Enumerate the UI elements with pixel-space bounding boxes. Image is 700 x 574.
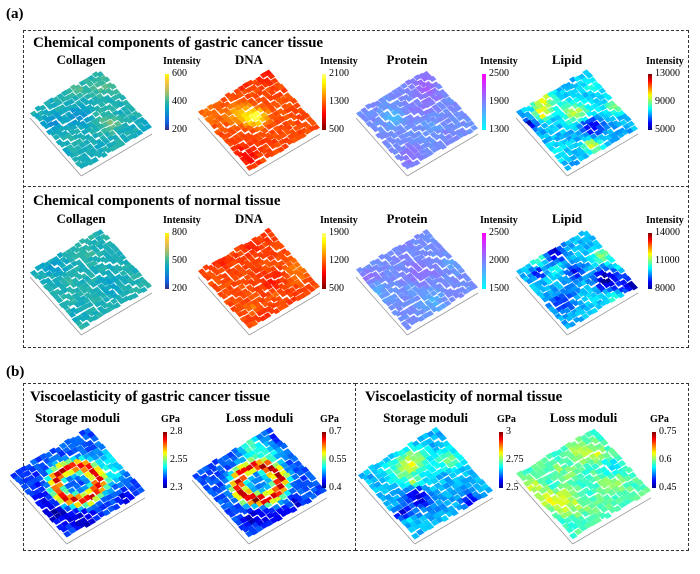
a-row1-map2-unit: Intensity — [480, 215, 518, 226]
a-row0-map2-tick-1: 1900 — [489, 96, 509, 107]
a-row1-map3-unit: Intensity — [646, 215, 684, 226]
a-row1-map3-tick-2: 8000 — [655, 283, 675, 294]
a-row1-map3-tick-1: 11000 — [655, 255, 680, 266]
b-group1-map0-tick-1: 2.75 — [506, 454, 524, 465]
b-group1-map0-tick-0: 3 — [506, 426, 511, 437]
a-row0-map0-tick-1: 400 — [172, 96, 187, 107]
a-row0-map0-surface — [29, 71, 153, 177]
a-row1-map0-tick-1: 500 — [172, 255, 187, 266]
a-row0-map3-colorbar — [648, 74, 652, 130]
cancer-chemical-title: Chemical components of gastric cancer ti… — [33, 35, 324, 51]
panel-a-label: (a) — [6, 6, 24, 22]
a-row0-map0-colorbar — [165, 74, 169, 130]
b-group0-map0-tick-1: 2.55 — [170, 454, 188, 465]
a-row0-map3-label: Lipid — [551, 52, 583, 67]
a-row1-map0-colorbar — [165, 233, 169, 289]
b-group1-map1-tick-1: 0.6 — [659, 454, 672, 465]
a-row1-map3-surface — [515, 230, 639, 336]
b-group0-map1-surface — [191, 427, 328, 545]
a-row0-map1-tick-0: 2100 — [329, 68, 349, 79]
b-group0-map0-colorbar — [163, 432, 167, 488]
a-row0-map3-unit: Intensity — [646, 56, 684, 67]
a-row0-map2-unit: Intensity — [480, 56, 518, 67]
a-row1-map1-unit: Intensity — [320, 215, 358, 226]
b-group1-map1-unit: GPa — [650, 414, 669, 425]
a-row1-map3-label: Lipid — [551, 211, 583, 226]
panel-a-divider — [23, 186, 689, 187]
a-row1-map1-label: DNA — [234, 211, 264, 226]
a-row1-map1-tick-2: 500 — [329, 283, 344, 294]
a-row1-map0-unit: Intensity — [163, 215, 201, 226]
a-row0-map2-surface — [355, 70, 479, 177]
a-row1-map1-tick-1: 1200 — [329, 255, 349, 266]
a-row0-map2-tick-2: 1300 — [489, 124, 509, 135]
a-row1-map2-label: Protein — [386, 211, 428, 226]
a-row0-map2-label: Protein — [386, 52, 428, 67]
a-row1-map0-tick-2: 200 — [172, 283, 187, 294]
cancer-visco-title: Viscoelasticity of gastric cancer tissue — [30, 389, 270, 405]
a-row0-map3-tick-1: 9000 — [655, 96, 675, 107]
panel-b-label: (b) — [6, 364, 25, 380]
b-group1-map1-colorbar — [652, 432, 656, 488]
a-row1-map2-surface — [355, 229, 479, 336]
b-group1-map1-surface — [515, 428, 652, 545]
a-row1-map1-surface — [197, 227, 321, 336]
b-group0-map1-tick-2: 0.4 — [329, 482, 342, 493]
a-row0-map1-tick-2: 500 — [329, 124, 344, 135]
b-group1-map0-tick-2: 2.5 — [506, 482, 519, 493]
a-row0-map0-label: Collagen — [56, 52, 106, 67]
a-row0-map1-label: DNA — [234, 52, 264, 67]
a-row0-map1-unit: Intensity — [320, 56, 358, 67]
a-row0-map0-tick-0: 600 — [172, 68, 187, 79]
b-group1-map1-tick-0: 0.75 — [659, 426, 677, 437]
normal-chemical-title: Chemical components of normal tissue — [33, 193, 281, 209]
a-row0-map3-surface — [515, 69, 639, 177]
b-group1-map1-label: Loss moduli — [549, 410, 618, 425]
a-row0-map3-tick-2: 5000 — [655, 124, 675, 135]
a-row0-map1-surface — [197, 69, 321, 177]
b-group0-map0-unit: GPa — [161, 414, 180, 425]
b-group1-map1-tick-2: 0.45 — [659, 482, 677, 493]
a-row1-map0-surface — [29, 229, 153, 336]
a-row1-map3-colorbar — [648, 233, 652, 289]
b-group1-map0-colorbar — [499, 432, 503, 488]
b-group1-map0-label: Storage moduli — [383, 410, 468, 425]
b-group0-map1-unit: GPa — [320, 414, 339, 425]
a-row0-map1-colorbar — [322, 74, 326, 130]
b-group0-map0-label: Storage moduli — [35, 410, 120, 425]
a-row1-map2-tick-0: 2500 — [489, 227, 509, 238]
panel-b-normal-frame — [355, 383, 689, 551]
a-row1-map2-tick-2: 1500 — [489, 283, 509, 294]
a-row0-map0-unit: Intensity — [163, 56, 201, 67]
a-row0-map1-tick-1: 1300 — [329, 96, 349, 107]
a-row0-map3-tick-0: 13000 — [655, 68, 680, 79]
b-group0-map1-label: Loss moduli — [225, 410, 294, 425]
a-row1-map1-tick-0: 1900 — [329, 227, 349, 238]
b-group0-map0-tick-0: 2.8 — [170, 426, 183, 437]
b-group0-map1-tick-1: 0.55 — [329, 454, 347, 465]
a-row1-map3-tick-0: 14000 — [655, 227, 680, 238]
normal-visco-title: Viscoelasticity of normal tissue — [365, 389, 563, 405]
a-row1-map0-label: Collagen — [56, 211, 106, 226]
b-group0-map0-tick-2: 2.3 — [170, 482, 183, 493]
b-group0-map0-surface — [9, 427, 146, 545]
panel-a-frame — [23, 30, 689, 348]
b-group0-map1-colorbar — [322, 432, 326, 488]
a-row0-map2-tick-0: 2500 — [489, 68, 509, 79]
a-row1-map0-tick-0: 800 — [172, 227, 187, 238]
b-group1-map0-surface — [357, 426, 494, 545]
a-row0-map2-colorbar — [482, 74, 486, 130]
b-group1-map0-unit: GPa — [497, 414, 516, 425]
a-row1-map2-tick-1: 2000 — [489, 255, 509, 266]
a-row1-map2-colorbar — [482, 233, 486, 289]
a-row1-map1-colorbar — [322, 233, 326, 289]
a-row0-map0-tick-2: 200 — [172, 124, 187, 135]
b-group0-map1-tick-0: 0.7 — [329, 426, 342, 437]
